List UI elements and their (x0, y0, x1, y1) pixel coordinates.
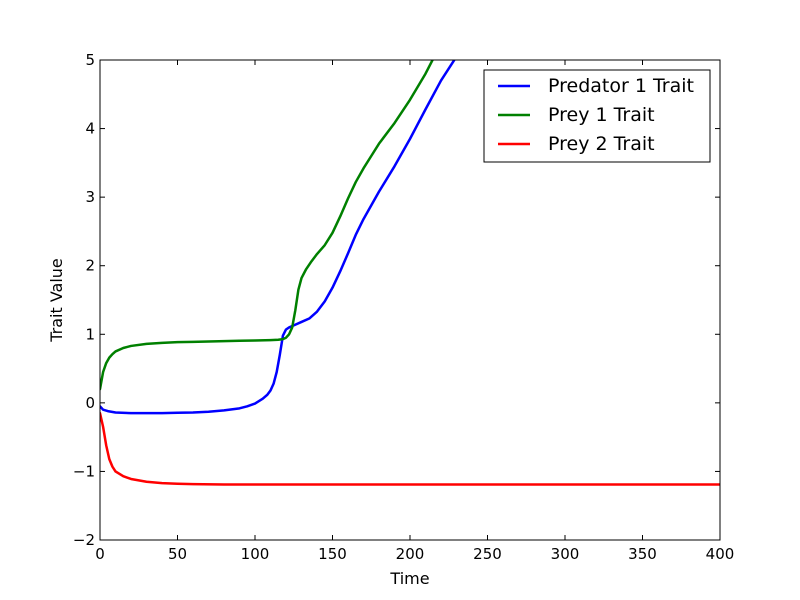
x-tick-label: 350 (628, 545, 657, 563)
series-line-prey-1 (100, 60, 434, 391)
plot-frame (99, 59, 721, 541)
y-tick-label: −1 (73, 462, 95, 480)
legend-label-prey-1: Prey 1 Trait (548, 104, 655, 126)
y-tick-label: 5 (85, 51, 95, 69)
x-tick-label: 250 (473, 545, 502, 563)
legend-label-predator-1: Predator 1 Trait (548, 75, 694, 97)
y-tick-labels: −2 −1 0 1 2 3 4 5 (73, 51, 95, 549)
series-line-prey-2 (100, 411, 720, 486)
y-tick-label: 0 (85, 394, 95, 412)
x-tick-label: 0 (95, 545, 105, 563)
y-tick-label: −2 (73, 531, 95, 549)
series-line-predator-1 (100, 60, 456, 415)
x-axis-label: Time (389, 569, 429, 588)
y-tick-label: 2 (85, 257, 95, 275)
y-axis-label: Trait Value (47, 258, 66, 343)
y-tick-label: 3 (85, 188, 95, 206)
series-lines (100, 60, 720, 486)
y-tick-label: 1 (85, 325, 95, 343)
x-tick-label: 150 (318, 545, 347, 563)
x-tick-labels: 0 50 100 150 200 250 300 350 400 (95, 545, 734, 563)
legend-label-prey-2: Prey 2 Trait (548, 133, 655, 155)
x-tick-label: 300 (551, 545, 580, 563)
x-tick-label: 100 (241, 545, 270, 563)
x-tick-label: 200 (396, 545, 425, 563)
y-tick-label: 4 (85, 120, 95, 138)
legend: Predator 1 Trait Prey 1 Trait Prey 2 Tra… (483, 69, 711, 163)
x-tick-label: 50 (168, 545, 187, 563)
x-tick-label: 400 (706, 545, 735, 563)
